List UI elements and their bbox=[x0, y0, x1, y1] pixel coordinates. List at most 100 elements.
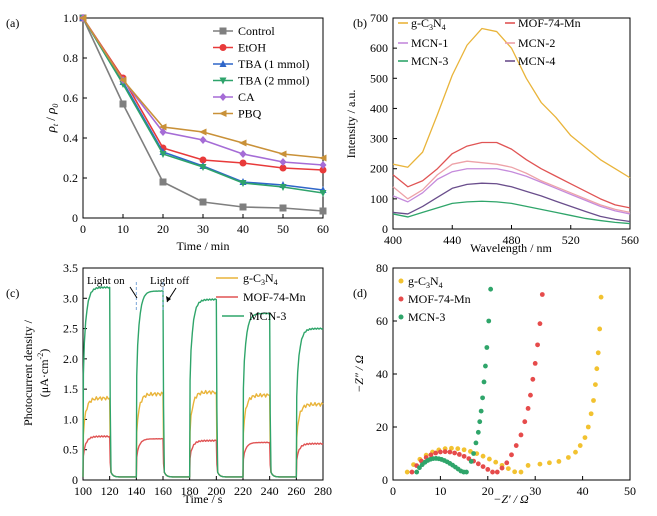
y-label-a-slash: / bbox=[43, 114, 58, 124]
y-tick-label: 60 bbox=[376, 314, 388, 328]
legend-label-part: 3 bbox=[426, 281, 430, 290]
x-tick-label: 0 bbox=[390, 484, 396, 498]
data-point bbox=[480, 395, 485, 401]
data-point bbox=[159, 151, 167, 158]
data-point bbox=[539, 292, 545, 297]
series-line bbox=[82, 435, 324, 478]
legend-label-part: N bbox=[430, 274, 439, 288]
y-label-a-rho-t: ρ bbox=[43, 126, 58, 133]
data-point bbox=[409, 469, 415, 475]
legend-label-part: 3 bbox=[429, 23, 433, 32]
series-line bbox=[392, 27, 631, 179]
data-point bbox=[79, 14, 87, 22]
y-tick-label: 0 bbox=[72, 473, 78, 487]
y-label-a-rho-0: ρ bbox=[43, 108, 58, 115]
series-line bbox=[392, 160, 631, 214]
y-tick-label: 0.8 bbox=[63, 51, 78, 65]
x-tick-label: 0 bbox=[80, 222, 86, 236]
y-tick-label: 3.0 bbox=[63, 291, 78, 305]
data-point bbox=[417, 465, 422, 471]
data-point bbox=[199, 128, 207, 136]
y-tick-label: 2.5 bbox=[63, 322, 78, 336]
data-point bbox=[219, 44, 227, 51]
y-axis-label-c-line1: Photocurrent density / bbox=[21, 319, 35, 426]
x-tick-label: 50 bbox=[624, 484, 636, 498]
y-tick-label: 1.5 bbox=[63, 382, 78, 396]
legend-label: MCN-3 bbox=[408, 310, 445, 324]
y-tick-label: 400 bbox=[370, 101, 388, 115]
data-point bbox=[480, 453, 486, 459]
x-tick-label: 50 bbox=[277, 222, 289, 236]
data-point bbox=[199, 136, 207, 144]
legend-label-part: g-C bbox=[243, 271, 261, 285]
x-tick-label: 200 bbox=[207, 484, 225, 498]
data-point bbox=[513, 443, 519, 448]
y-label-a-sub-0: 0 bbox=[51, 104, 60, 108]
x-tick-label: 160 bbox=[154, 484, 172, 498]
legend-b: g-C3N4 MOF-74-Mn MCN-1 MCN-2 MCN-3 MCN-4 bbox=[398, 16, 581, 68]
data-point bbox=[535, 342, 540, 348]
y-tick-label: 0 bbox=[72, 211, 78, 225]
series-line bbox=[82, 286, 324, 478]
data-point bbox=[522, 419, 528, 425]
x-tick-label: 30 bbox=[529, 484, 541, 498]
x-tick-label: 40 bbox=[577, 484, 589, 498]
legend-label: g-C3N4 bbox=[411, 16, 446, 32]
x-tick-label: 260 bbox=[287, 484, 305, 498]
x-tick-label: 10 bbox=[434, 484, 446, 498]
data-point bbox=[199, 156, 207, 164]
axis-ticks-b: 400 440 480 520 560 0 100 200 300 400 500 600 700 bbox=[370, 11, 639, 247]
data-point bbox=[490, 469, 495, 475]
x-axis-label-c: Time / s bbox=[184, 492, 223, 506]
data-point bbox=[473, 440, 479, 446]
axis-ticks-a: 0 10 20 30 40 50 60 0 0.2 0.4 0.6 0.8 1.0 bbox=[63, 11, 329, 236]
data-point bbox=[483, 363, 488, 369]
data-point bbox=[199, 164, 207, 171]
data-point bbox=[159, 123, 167, 131]
data-point bbox=[468, 459, 474, 464]
x-tick-label: 560 bbox=[621, 233, 639, 247]
legend-label: Control bbox=[238, 24, 275, 38]
x-tick-label: 20 bbox=[482, 484, 494, 498]
x-tick-label: 20 bbox=[157, 222, 169, 236]
y-tick-label: 0.2 bbox=[63, 171, 78, 185]
data-point bbox=[504, 460, 510, 466]
data-point bbox=[199, 198, 207, 206]
legend-label-part: N bbox=[265, 271, 274, 285]
data-point bbox=[518, 432, 524, 438]
data-point bbox=[484, 345, 490, 350]
x-tick-label: 60 bbox=[317, 222, 329, 236]
data-point bbox=[279, 164, 287, 172]
light-on-arrow bbox=[129, 286, 138, 299]
legend-label: TBA (2 mmol) bbox=[238, 74, 309, 88]
y-tick-label: 0 bbox=[382, 473, 388, 487]
data-point bbox=[452, 450, 458, 456]
legend-label-part: g-C bbox=[408, 274, 426, 288]
legend-label: MCN-4 bbox=[518, 54, 555, 68]
data-point bbox=[512, 469, 518, 475]
data-point bbox=[159, 178, 167, 186]
y-label-c-close: ) bbox=[37, 349, 51, 353]
legend-label: EtOH bbox=[238, 41, 266, 55]
y-tick-label: 1.0 bbox=[63, 11, 78, 25]
y-tick-label: 20 bbox=[376, 420, 388, 434]
x-axis-label-b: Wavelength / nm bbox=[470, 241, 552, 255]
y-tick-label: 100 bbox=[370, 192, 388, 206]
data-point bbox=[598, 294, 604, 300]
data-point bbox=[499, 465, 505, 471]
x-tick-label: 10 bbox=[117, 222, 129, 236]
panel-label-c: (c) bbox=[6, 286, 19, 300]
legend-label: MOF-74-Mn bbox=[408, 292, 471, 306]
y-axis-label-c-line2: (μA·cm-2) bbox=[36, 349, 51, 397]
data-point bbox=[486, 318, 492, 324]
y-tick-label: 80 bbox=[376, 261, 388, 275]
y-axis-label-a: ρt / ρ0 bbox=[43, 104, 60, 134]
y-tick-label: 0 bbox=[382, 222, 388, 236]
x-tick-label: 220 bbox=[234, 484, 252, 498]
data-point bbox=[532, 361, 538, 366]
y-tick-label: 300 bbox=[370, 132, 388, 146]
legend-marker bbox=[398, 278, 404, 284]
data-point bbox=[577, 443, 583, 448]
y-label-c-unit: (μA·cm bbox=[37, 359, 51, 397]
data-point bbox=[591, 398, 596, 403]
